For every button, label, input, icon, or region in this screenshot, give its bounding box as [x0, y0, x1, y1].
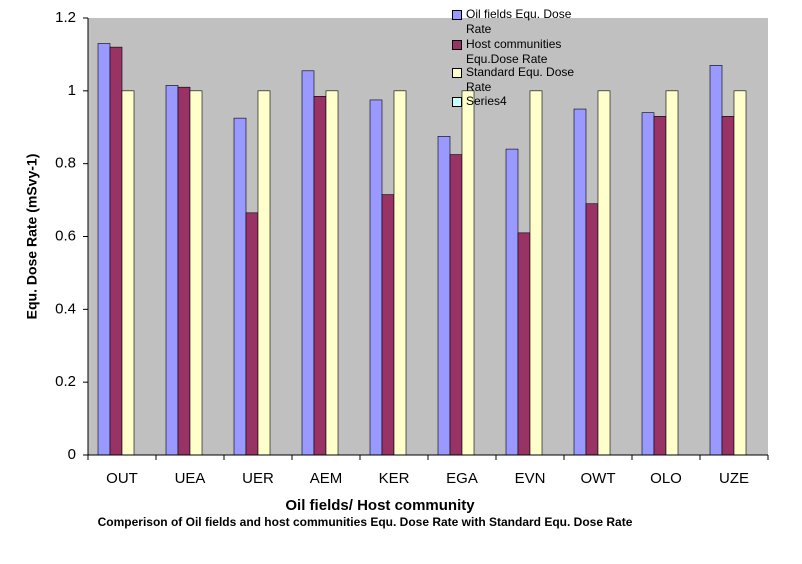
legend-swatch: [452, 40, 462, 50]
bar: [505, 148, 519, 456]
x-tick-label: UEA: [175, 470, 206, 487]
bar: [597, 90, 611, 456]
bar: [177, 86, 191, 456]
y-tick-label: 0: [68, 446, 76, 463]
bar: [233, 117, 247, 456]
bar: [665, 90, 679, 456]
legend-item: Host communities Equ.Dose Rate: [452, 37, 592, 67]
y-tick-label: 1: [68, 82, 76, 99]
legend-item: Series4: [452, 94, 592, 109]
x-tick-label: AEM: [310, 470, 343, 487]
bar: [189, 90, 203, 456]
bar: [641, 112, 655, 456]
bar: [245, 212, 259, 456]
bar: [529, 90, 543, 456]
legend-item: Standard Equ. Dose Rate: [452, 65, 592, 95]
legend-label: Series4: [466, 94, 507, 108]
bar: [369, 99, 383, 456]
x-tick-label: OUT: [106, 470, 138, 487]
legend-label: Standard Equ. Dose Rate: [466, 65, 575, 94]
bar: [449, 154, 463, 456]
bar: [517, 232, 531, 456]
x-tick-label: UZE: [719, 470, 749, 487]
chart-title: Comperison of Oil fields and host commun…: [97, 515, 633, 529]
x-tick-label: KER: [379, 470, 410, 487]
x-tick-label: OWT: [581, 470, 616, 487]
legend-item: Oil fields Equ. Dose Rate: [452, 7, 592, 37]
y-tick-label: 1.2: [55, 9, 76, 26]
bar: [257, 90, 271, 456]
bar: [721, 116, 735, 456]
bar: [461, 90, 475, 456]
bar: [109, 46, 123, 456]
y-tick-label: 0.6: [55, 227, 76, 244]
legend-label: Host communities Equ.Dose Rate: [466, 37, 562, 66]
bar: [97, 43, 111, 456]
legend-swatch: [452, 97, 462, 107]
bar: [165, 85, 179, 456]
x-tick-label: UER: [242, 470, 274, 487]
legend-label: Oil fields Equ. Dose Rate: [466, 7, 572, 36]
bar: [381, 194, 395, 456]
bar: [653, 116, 667, 456]
y-axis-label: Equ. Dose Rate (mSvy-1): [24, 154, 40, 320]
legend-swatch: [452, 68, 462, 78]
y-tick-label: 0.8: [55, 155, 76, 172]
x-tick-label: EVN: [515, 470, 546, 487]
bar: [733, 90, 747, 456]
bar: [437, 136, 451, 456]
bar: [585, 203, 599, 456]
bar: [301, 70, 315, 456]
bar: [313, 95, 327, 456]
y-tick-label: 0.4: [55, 300, 76, 317]
y-tick-label: 0.2: [55, 373, 76, 390]
bar: [325, 90, 339, 456]
bar: [393, 90, 407, 456]
bar: [121, 90, 135, 456]
legend-swatch: [452, 10, 462, 20]
bar: [573, 108, 587, 456]
x-tick-label: EGA: [446, 470, 478, 487]
x-axis-label: Oil fields/ Host community: [285, 497, 475, 514]
bar: [709, 65, 723, 456]
x-tick-label: OLO: [650, 470, 682, 487]
